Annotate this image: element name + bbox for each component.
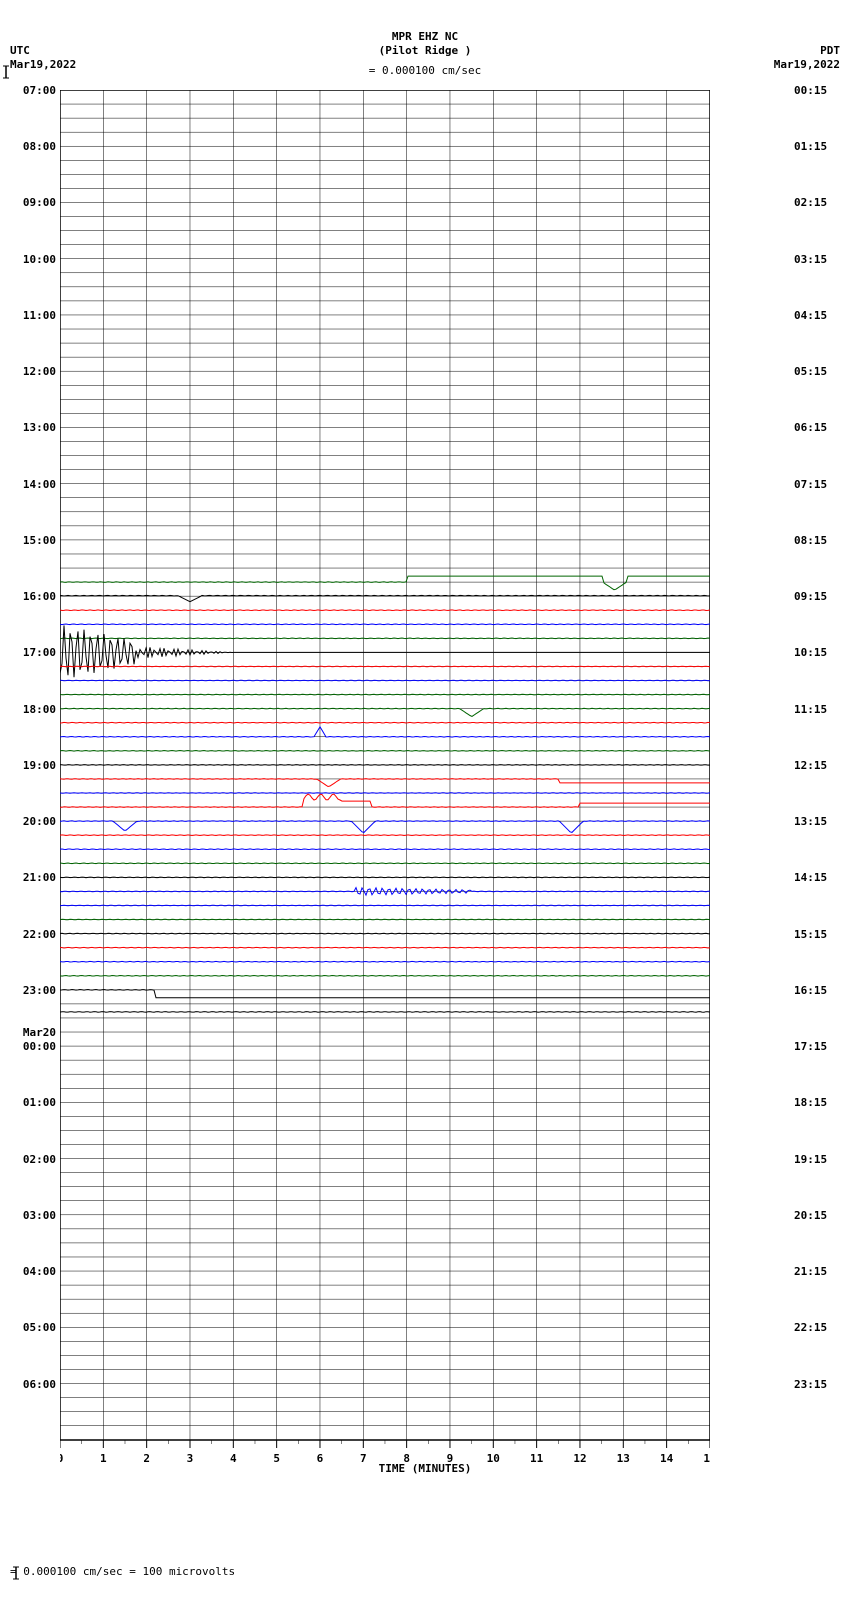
left-hour-label: 21:00 xyxy=(23,871,56,884)
left-hour-label: 05:00 xyxy=(23,1321,56,1334)
left-hour-label: 04:00 xyxy=(23,1265,56,1278)
right-hour-label: 08:15 xyxy=(794,534,827,547)
right-hour-label: 06:15 xyxy=(794,421,827,434)
left-hour-label: 18:00 xyxy=(23,703,56,716)
left-hour-label: 15:00 xyxy=(23,534,56,547)
scale-label: = 0.000100 cm/sec xyxy=(0,64,850,77)
right-hour-label: 09:15 xyxy=(794,590,827,603)
left-hour-label: 10:00 xyxy=(23,253,56,266)
left-hour-label: 23:00 xyxy=(23,984,56,997)
left-hour-label: 00:00 xyxy=(23,1040,56,1053)
right-hour-label: 07:15 xyxy=(794,478,827,491)
left-hour-label: 13:00 xyxy=(23,421,56,434)
left-hour-label: 07:00 xyxy=(23,84,56,97)
left-hour-label: 12:00 xyxy=(23,365,56,378)
left-hour-label: 11:00 xyxy=(23,309,56,322)
left-hour-label: 03:00 xyxy=(23,1209,56,1222)
left-hour-label: 06:00 xyxy=(23,1378,56,1391)
left-hour-label: 02:00 xyxy=(23,1153,56,1166)
left-hour-label: 19:00 xyxy=(23,759,56,772)
right-hour-label: 22:15 xyxy=(794,1321,827,1334)
right-hour-label: 21:15 xyxy=(794,1265,827,1278)
station-location: (Pilot Ridge ) xyxy=(0,44,850,57)
right-hour-label: 11:15 xyxy=(794,703,827,716)
left-hour-label: 17:00 xyxy=(23,646,56,659)
right-hour-label: 18:15 xyxy=(794,1096,827,1109)
right-hour-label: 03:15 xyxy=(794,253,827,266)
right-hour-label: 13:15 xyxy=(794,815,827,828)
left-hour-label: 16:00 xyxy=(23,590,56,603)
left-hour-label: 01:00 xyxy=(23,1096,56,1109)
right-hour-label: 05:15 xyxy=(794,365,827,378)
left-hour-label: 08:00 xyxy=(23,140,56,153)
right-hour-label: 14:15 xyxy=(794,871,827,884)
footer-scale: = 0.000100 cm/sec = 100 microvolts xyxy=(10,1565,235,1578)
seismogram-plot: 0123456789101112131415 xyxy=(60,90,710,1440)
right-hour-label: 01:15 xyxy=(794,140,827,153)
right-hour-label: 16:15 xyxy=(794,984,827,997)
tz-right: PDT xyxy=(820,44,840,57)
day-label: Mar20 xyxy=(23,1026,56,1039)
right-hour-label: 19:15 xyxy=(794,1153,827,1166)
station-code: MPR EHZ NC xyxy=(0,30,850,43)
left-hour-label: 20:00 xyxy=(23,815,56,828)
date-right: Mar19,2022 xyxy=(774,58,840,71)
date-left: Mar19,2022 xyxy=(10,58,76,71)
tz-left: UTC xyxy=(10,44,30,57)
right-hour-label: 02:15 xyxy=(794,196,827,209)
right-hour-label: 10:15 xyxy=(794,646,827,659)
right-hour-label: 12:15 xyxy=(794,759,827,772)
right-hour-label: 00:15 xyxy=(794,84,827,97)
right-hour-label: 20:15 xyxy=(794,1209,827,1222)
right-hour-label: 15:15 xyxy=(794,928,827,941)
right-hour-label: 23:15 xyxy=(794,1378,827,1391)
xaxis-label: TIME (MINUTES) xyxy=(0,1462,850,1475)
left-hour-label: 22:00 xyxy=(23,928,56,941)
right-hour-label: 04:15 xyxy=(794,309,827,322)
left-hour-label: 09:00 xyxy=(23,196,56,209)
left-hour-label: 14:00 xyxy=(23,478,56,491)
right-hour-label: 17:15 xyxy=(794,1040,827,1053)
